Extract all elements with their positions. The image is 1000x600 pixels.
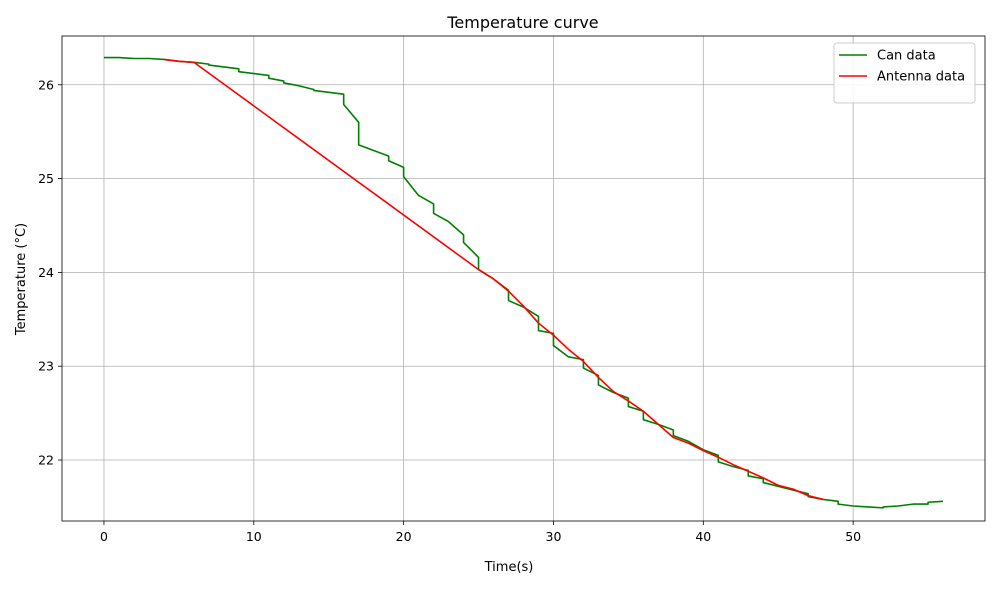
y-tick-label: 24 xyxy=(38,265,54,280)
x-tick-label: 30 xyxy=(546,529,562,544)
series-line-can-data xyxy=(103,56,944,509)
y-tick-label: 25 xyxy=(38,171,54,186)
x-tick-label: 10 xyxy=(246,529,262,544)
y-tick-label: 26 xyxy=(38,77,54,92)
legend: Can data Antenna data xyxy=(833,42,976,104)
legend-label: Can data xyxy=(877,49,936,64)
y-tick-label: 23 xyxy=(38,359,54,374)
x-axis-label: Time(s) xyxy=(484,560,534,575)
x-tick-label: 20 xyxy=(396,529,412,544)
x-tick-label: 40 xyxy=(695,529,711,544)
y-tick-label: 22 xyxy=(38,453,54,468)
y-axis-label: Temperature (°C) xyxy=(14,223,29,336)
grid xyxy=(62,36,985,521)
x-tick-label: 50 xyxy=(845,529,861,544)
series-line-antenna-data xyxy=(163,58,824,501)
y-axis-ticks: 22 23 24 25 26 xyxy=(38,77,62,468)
legend-label: Antenna data xyxy=(877,70,965,85)
chart-title: Temperature curve xyxy=(446,13,598,32)
x-axis-ticks: 0 10 20 30 40 50 xyxy=(100,521,861,544)
plot-frame xyxy=(61,35,986,522)
x-tick-label: 0 xyxy=(100,529,108,544)
legend-box xyxy=(833,42,976,104)
series-layer xyxy=(103,56,944,509)
